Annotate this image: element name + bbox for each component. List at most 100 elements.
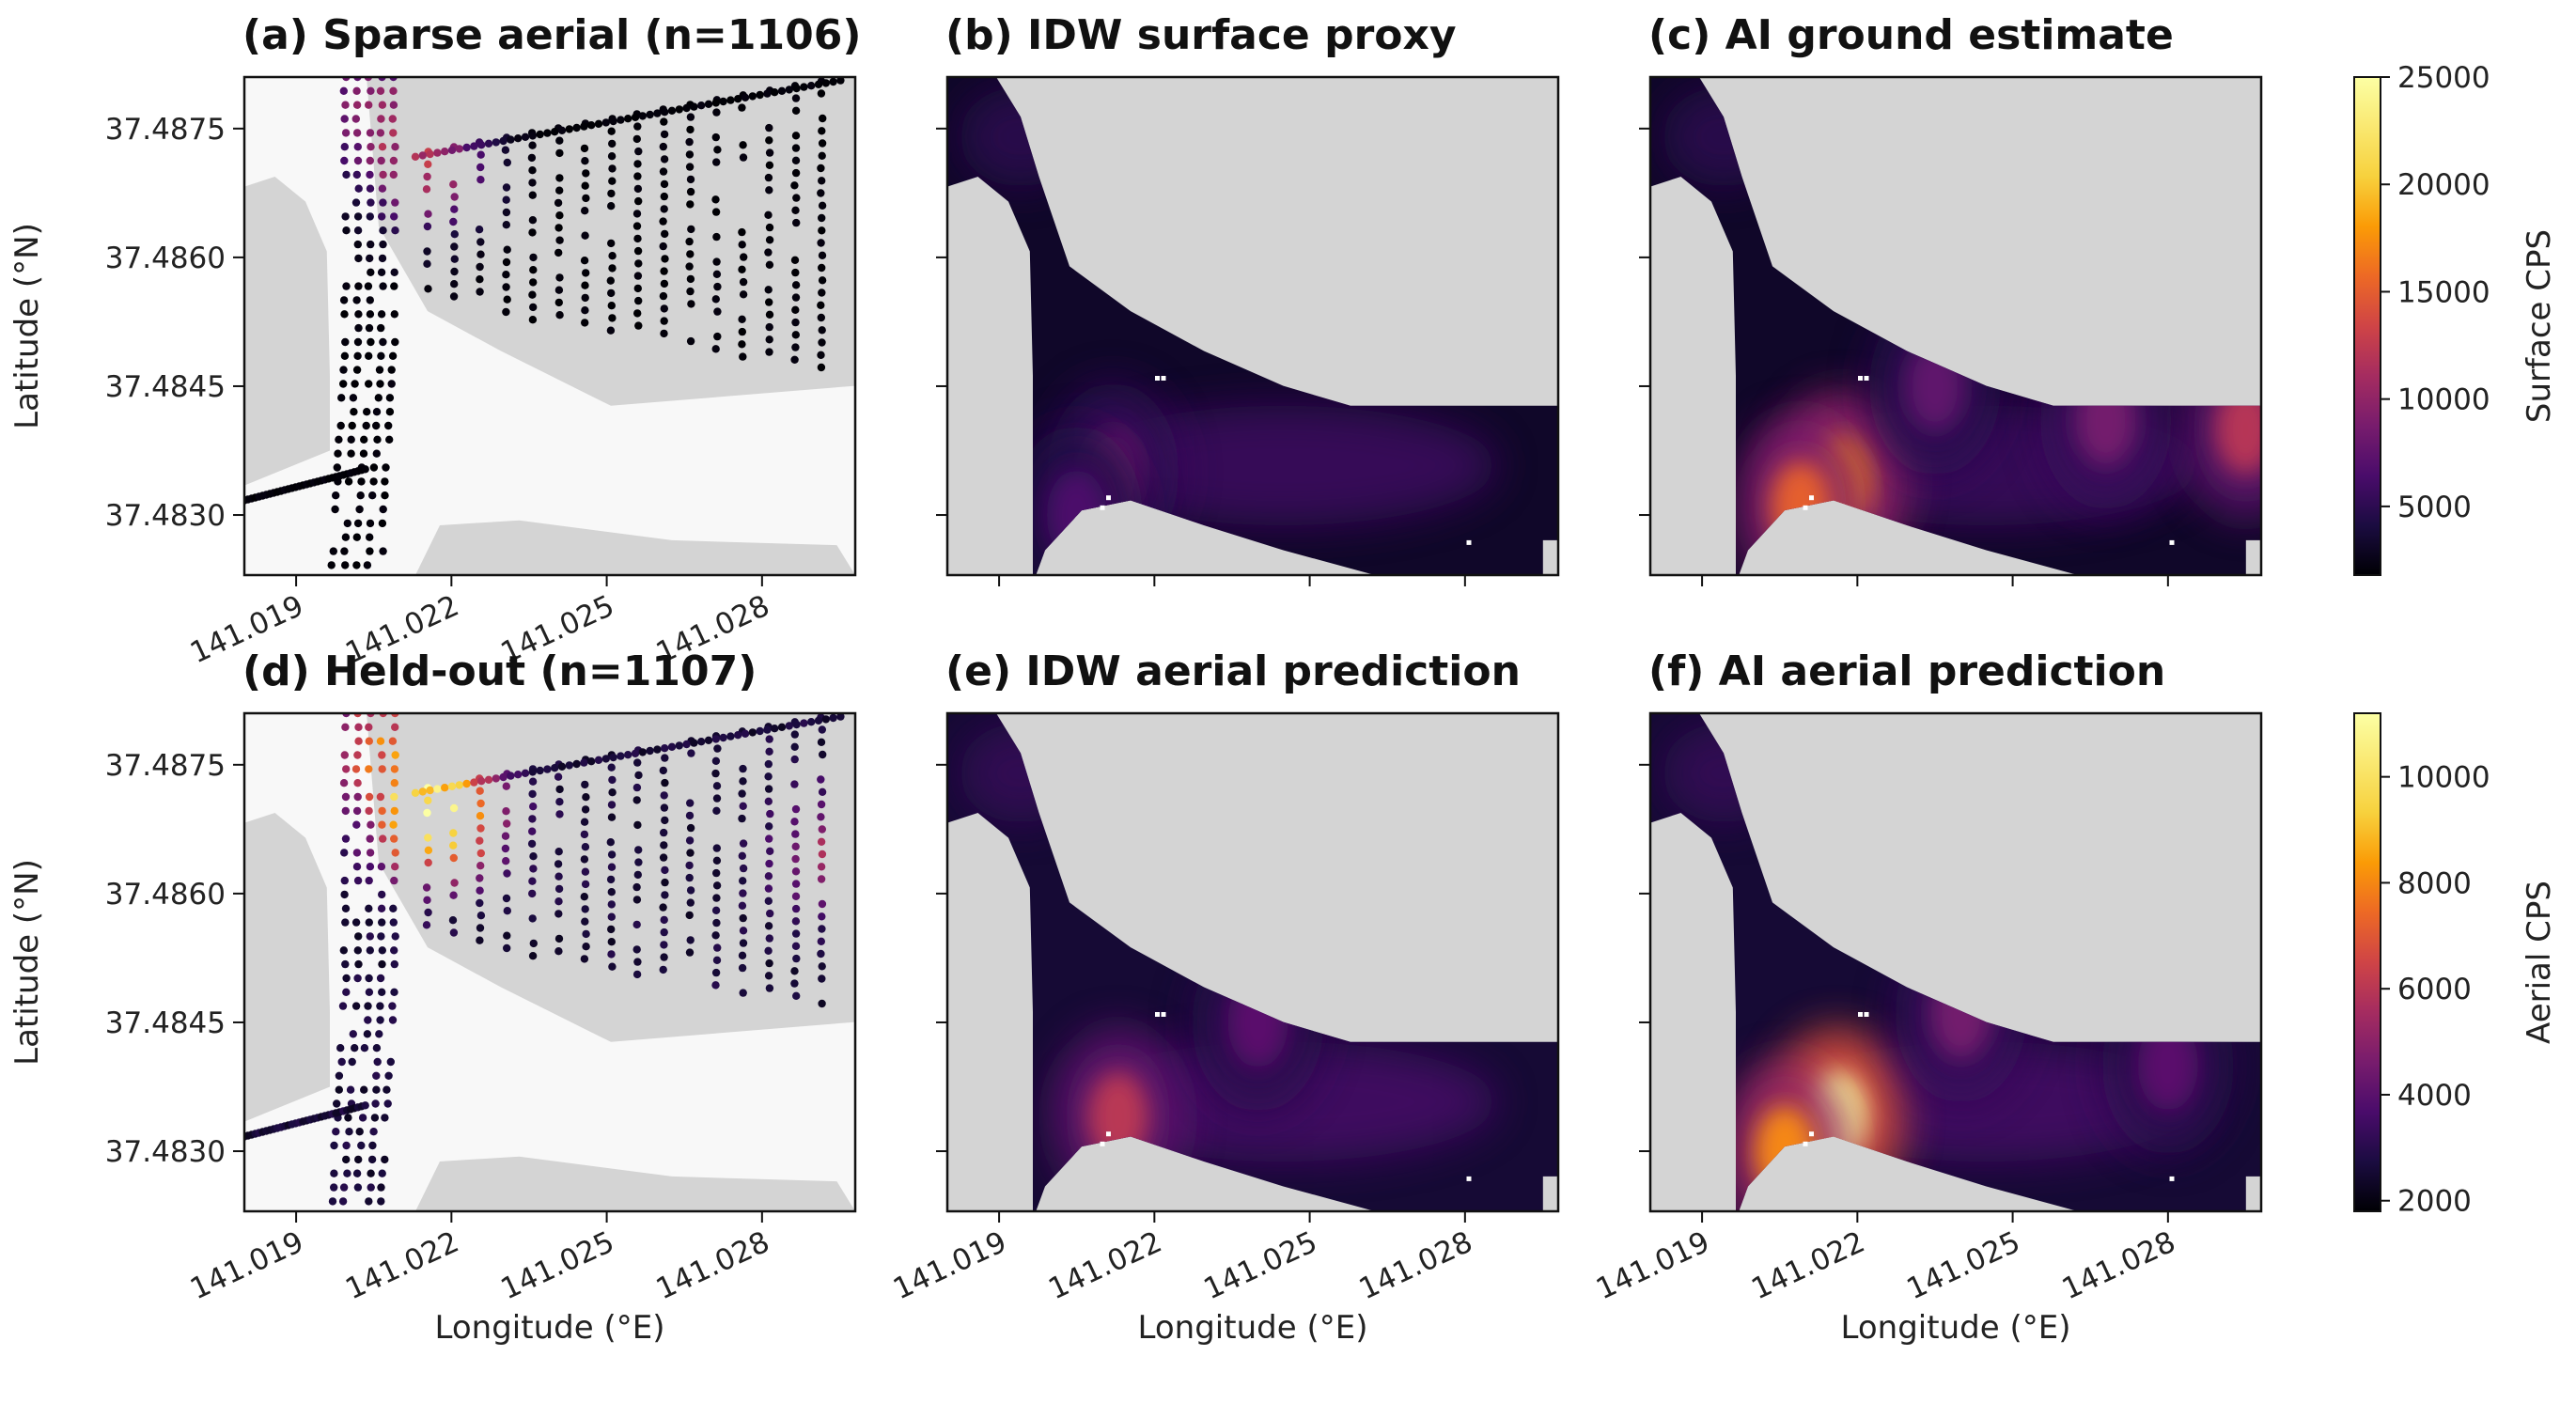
data-point [686, 849, 695, 857]
data-point [763, 725, 772, 734]
data-point [818, 962, 826, 971]
data-point [660, 928, 668, 937]
data-point [391, 863, 399, 871]
data-point [738, 241, 746, 249]
data-point [365, 101, 373, 109]
data-point [339, 380, 348, 388]
data-point [739, 777, 747, 786]
data-point [341, 959, 350, 969]
data-point [557, 762, 567, 771]
data-point [633, 820, 642, 830]
data-point [819, 750, 827, 759]
data-point [351, 1002, 361, 1010]
data-point [792, 84, 801, 93]
data-point [340, 115, 349, 123]
data-point [341, 792, 351, 802]
data-point [390, 834, 398, 843]
data-point [340, 547, 349, 555]
data-point [390, 268, 398, 276]
data-point [424, 846, 433, 854]
data-point [354, 932, 363, 941]
data-point [818, 326, 826, 335]
data-point [818, 177, 826, 185]
data-point [739, 864, 748, 873]
data-point [565, 761, 573, 770]
data-point [818, 127, 826, 135]
data-point [818, 213, 826, 223]
data-point [601, 755, 610, 763]
data-point [580, 758, 588, 767]
data-point [352, 849, 362, 857]
data-point [739, 939, 748, 947]
data-point [818, 725, 826, 734]
data-point [607, 127, 616, 135]
x-tick-label: 141.022 [1043, 1225, 1166, 1307]
data-point [377, 351, 385, 360]
data-point [711, 133, 720, 142]
data-point [353, 337, 363, 347]
data-point [476, 275, 484, 284]
colorbar-label: Aerial CPS [2521, 881, 2558, 1044]
data-point [351, 198, 361, 207]
data-point [343, 1169, 351, 1177]
data-point [335, 1085, 343, 1094]
data-point [503, 943, 511, 953]
data-point [554, 772, 563, 781]
data-point [661, 255, 669, 263]
data-point [790, 256, 800, 264]
data-point [818, 338, 826, 347]
data-point [378, 212, 386, 221]
data-point [353, 240, 362, 249]
data-point [790, 967, 799, 975]
data-point [607, 152, 617, 161]
y-tick-label: 37.4845 [105, 370, 226, 404]
data-point [617, 116, 625, 124]
data-point [818, 899, 827, 909]
data-point [342, 1141, 351, 1150]
data-point [447, 146, 457, 154]
data-point [685, 262, 694, 271]
data-point [580, 855, 589, 864]
data-point [529, 303, 538, 312]
data-point [336, 421, 345, 430]
data-point [373, 435, 382, 444]
data-point [503, 931, 511, 940]
data-point [341, 806, 350, 816]
data-point [450, 193, 459, 201]
data-point [634, 321, 643, 330]
data-point [388, 351, 398, 360]
data-point [353, 519, 363, 528]
data-point [765, 260, 774, 269]
data-point [361, 1101, 369, 1110]
data-point [632, 134, 641, 144]
data-point [391, 723, 399, 731]
data-point [371, 1099, 380, 1108]
data-point [607, 189, 616, 198]
x-tick-label: 141.019 [185, 1225, 308, 1307]
data-point [390, 876, 398, 885]
data-point [686, 898, 695, 907]
data-point [594, 756, 603, 764]
data-point [660, 130, 669, 139]
data-point [423, 172, 431, 181]
y-tick-label: 37.4860 [105, 242, 226, 275]
data-point [738, 851, 746, 860]
data-point [449, 853, 458, 863]
data-point [536, 766, 544, 775]
data-point [660, 828, 668, 837]
data-point [685, 150, 695, 159]
data-point [741, 93, 750, 102]
data-point [332, 491, 340, 500]
data-point [632, 210, 642, 218]
speckle [1858, 376, 1863, 381]
speckle [1864, 1012, 1869, 1017]
data-point [660, 941, 668, 949]
data-point [738, 103, 746, 112]
data-point [365, 876, 373, 885]
data-point [765, 123, 773, 133]
data-point [335, 435, 343, 444]
data-point [739, 153, 748, 162]
data-point [341, 337, 350, 347]
data-point [682, 740, 691, 749]
data-point [528, 768, 537, 776]
